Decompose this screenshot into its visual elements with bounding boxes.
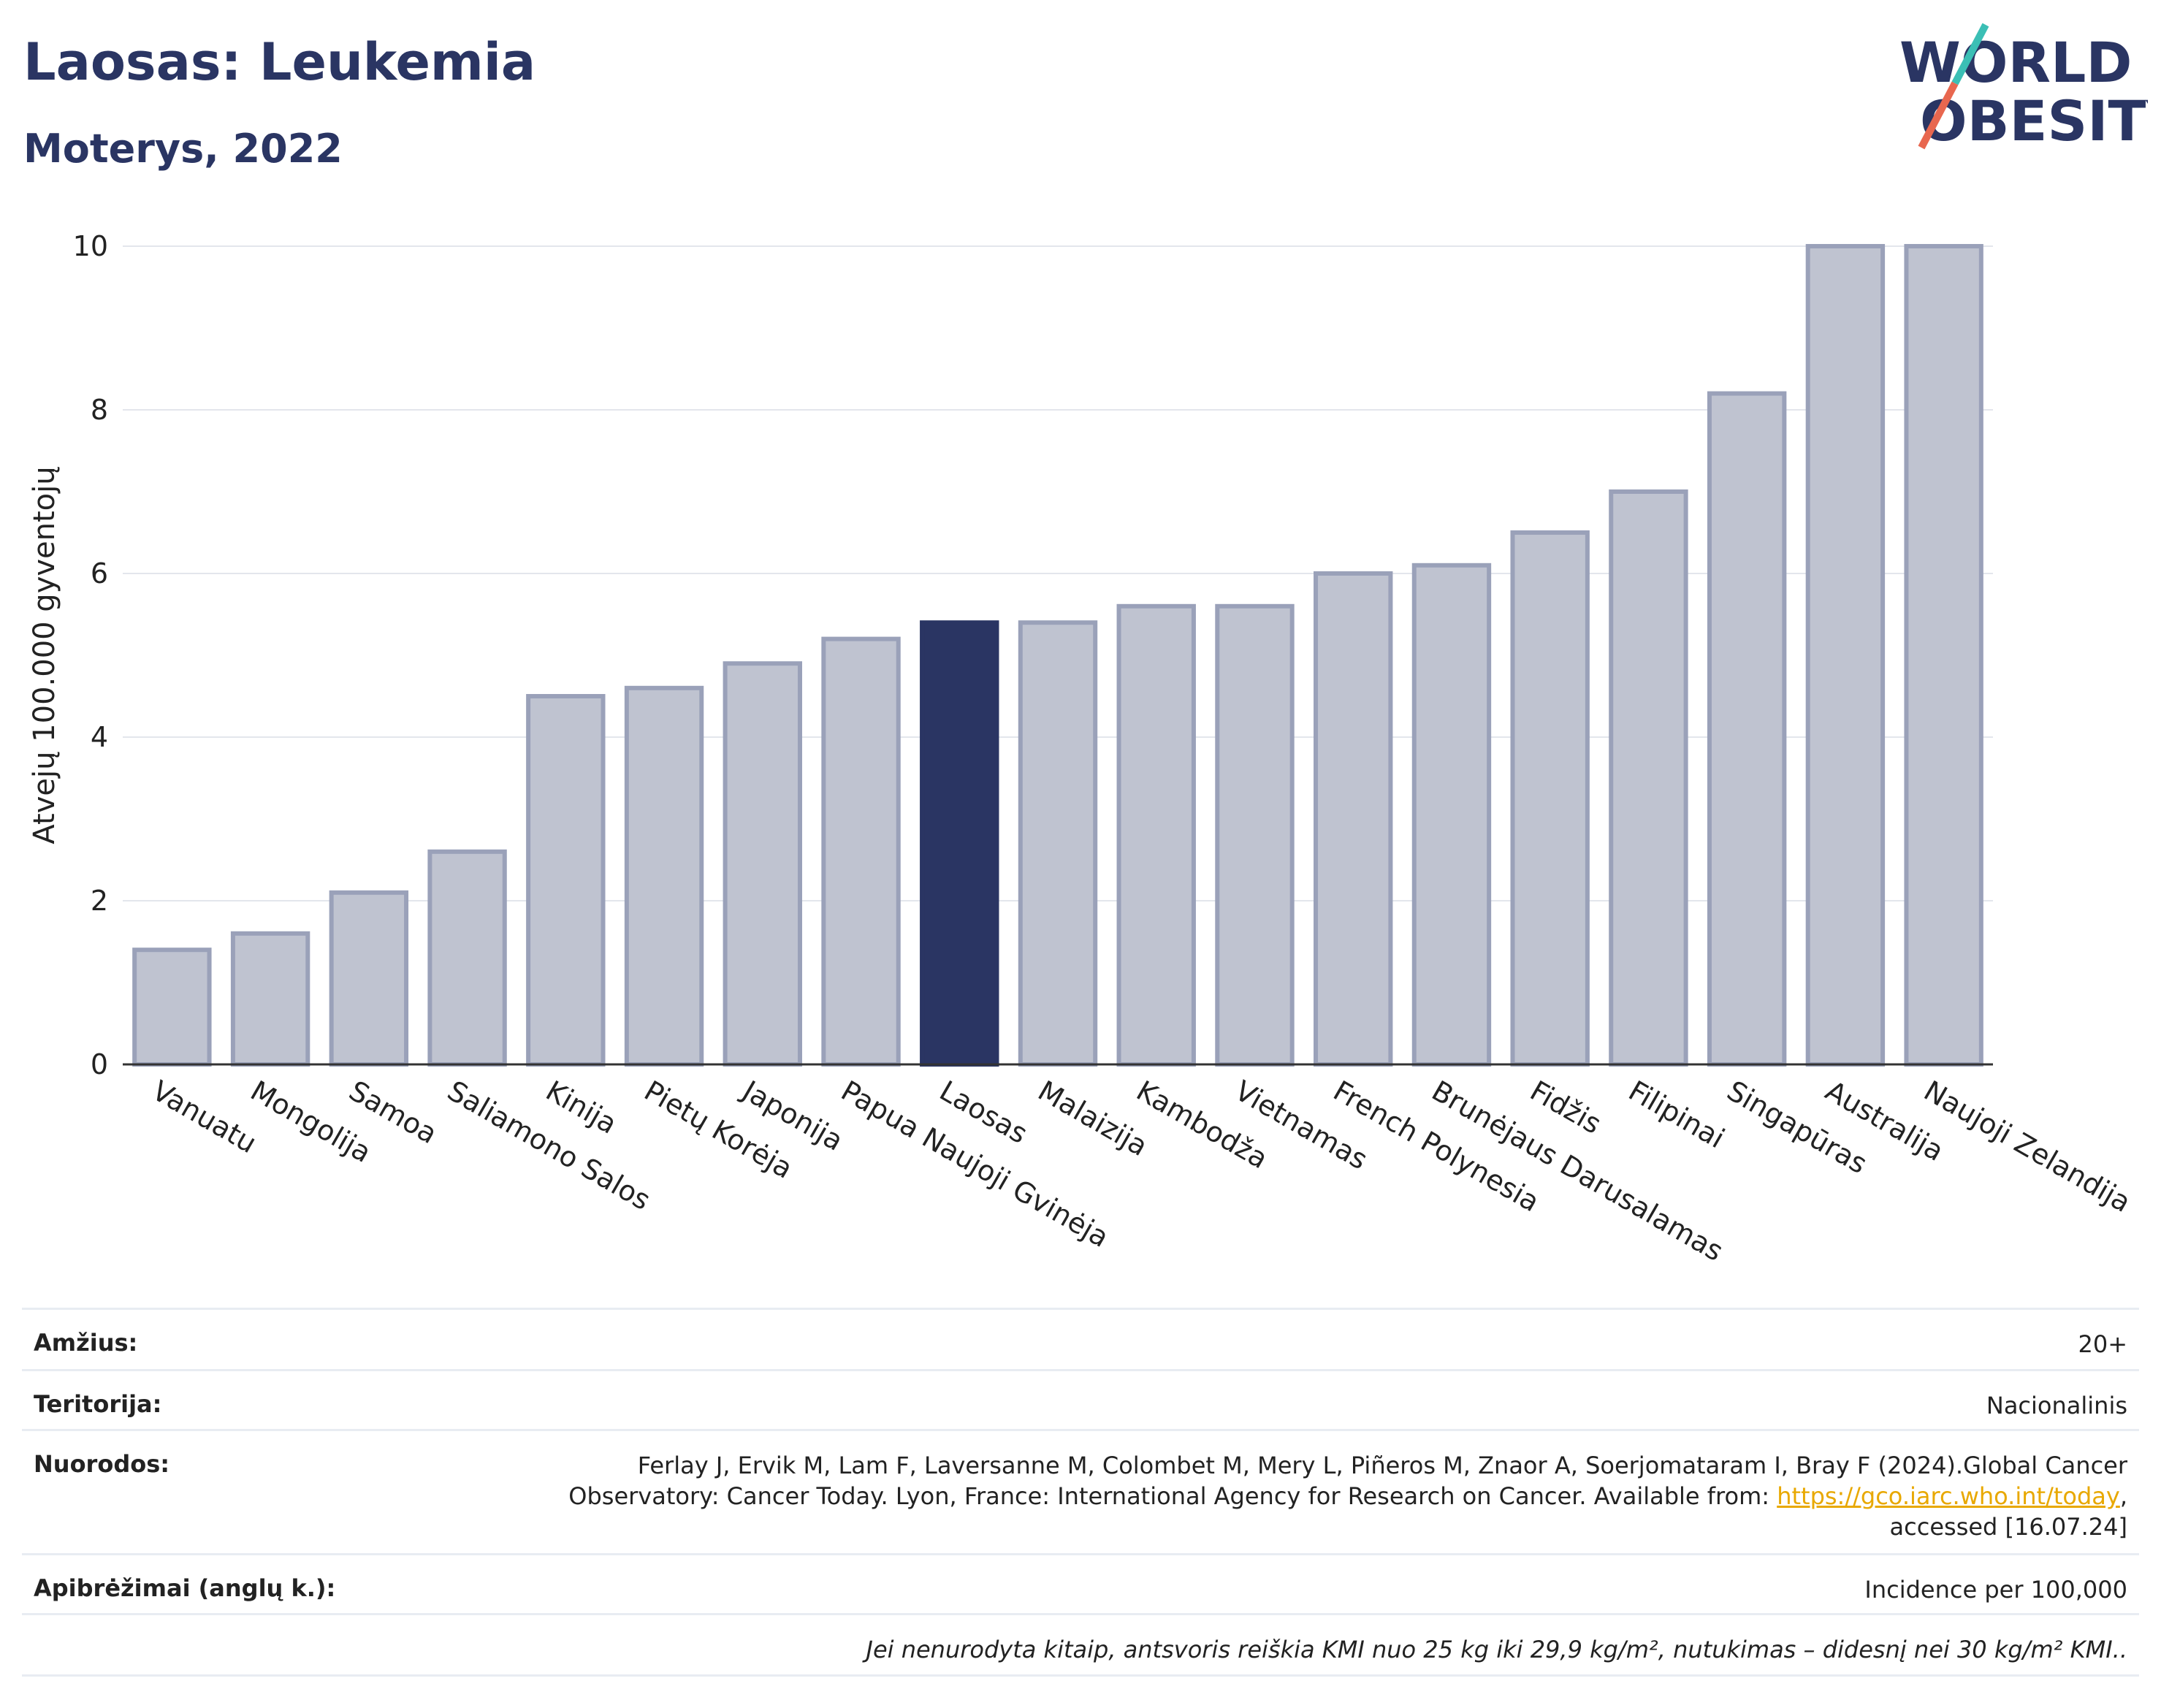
- age-label: Amžius:: [34, 1329, 138, 1357]
- y-axis-title: Atvejų 100.000 gyventojų: [28, 466, 61, 844]
- y-tick-label: 6: [91, 557, 108, 590]
- definitions-value: Incidence per 100,000: [1864, 1576, 2127, 1604]
- bar: [1215, 603, 1295, 1067]
- bar: [1314, 571, 1393, 1067]
- y-tick-label: 8: [91, 394, 108, 426]
- territory-value: Nacionalinis: [1986, 1392, 2127, 1419]
- bar: [1805, 244, 1886, 1067]
- bar: [230, 931, 310, 1067]
- bar: [1411, 563, 1492, 1067]
- bar: [1018, 620, 1098, 1067]
- logo-slash-top: [1951, 23, 1989, 85]
- y-tick-label: 4: [91, 721, 108, 753]
- references-line1: Ferlay J, Ervik M, Lam F, Laversanne M, …: [637, 1452, 2127, 1479]
- y-tick-label: 0: [91, 1048, 108, 1080]
- references-link[interactable]: https://gco.iarc.who.int/today: [1777, 1482, 2120, 1511]
- age-value: 20+: [2078, 1330, 2127, 1358]
- bar: [1609, 489, 1688, 1067]
- territory-row: Teritorija: Nacionalinis: [22, 1369, 2139, 1429]
- y-tick-label: 2: [91, 885, 108, 917]
- logo-slash-bottom: [1918, 81, 1959, 150]
- references-line2-end: ,: [2119, 1482, 2127, 1511]
- note-row: Jei nenurodyta kitaip, antsvoris reiškia…: [22, 1613, 2139, 1674]
- definitions-label: Apibrėžimai (anglų k.):: [34, 1574, 336, 1602]
- age-row: Amžius: 20+: [22, 1308, 2139, 1369]
- bar: [1510, 530, 1590, 1067]
- x-tick-label: Malaizija: [1033, 1075, 1154, 1163]
- references-value: Ferlay J, Ervik M, Lam F, Laversanne M, …: [568, 1450, 2127, 1543]
- info-table: Amžius: 20+ Teritorija: Nacionalinis Nuo…: [22, 1308, 2139, 1677]
- bar: [526, 694, 606, 1067]
- bar: [821, 636, 901, 1067]
- bars: [132, 244, 1983, 1067]
- bar: [427, 849, 507, 1067]
- references-line3: accessed [16.07.24]: [1889, 1513, 2127, 1541]
- references-label: Nuorodos:: [34, 1450, 170, 1478]
- bar: [132, 948, 212, 1067]
- logo-line2: OBESITY: [1920, 88, 2148, 153]
- bar: [723, 661, 802, 1067]
- table-bottom-divider: [22, 1674, 2139, 1677]
- x-tick-label: Vanuatu: [147, 1075, 262, 1159]
- definitions-row: Apibrėžimai (anglų k.): Incidence per 10…: [22, 1553, 2139, 1613]
- bar: [1707, 391, 1787, 1067]
- page-title: Laosas: Leukemia: [23, 32, 536, 92]
- references-line2: Observatory: Cancer Today. Lyon, France:…: [568, 1482, 1777, 1511]
- references-row: Nuorodos: Ferlay J, Ervik M, Lam F, Lave…: [22, 1429, 2139, 1553]
- logo-line1: WORLD: [1899, 30, 2132, 95]
- territory-label: Teritorija:: [34, 1390, 162, 1418]
- bar: [329, 890, 409, 1067]
- bar: [1904, 244, 1983, 1067]
- note-text: Jei nenurodyta kitaip, antsvoris reiškia…: [866, 1636, 2128, 1663]
- bar-highlighted: [920, 620, 999, 1067]
- world-obesity-logo: WORLD OBESITY: [1899, 23, 2148, 153]
- y-tick-label: 10: [73, 230, 108, 262]
- bar: [1116, 603, 1196, 1067]
- x-tick-label: Naujoji Zelandija: [1918, 1075, 2136, 1219]
- x-tick-label: Filipinai: [1623, 1075, 1730, 1155]
- page-subtitle: Moterys, 2022: [23, 126, 343, 172]
- bar: [624, 685, 704, 1067]
